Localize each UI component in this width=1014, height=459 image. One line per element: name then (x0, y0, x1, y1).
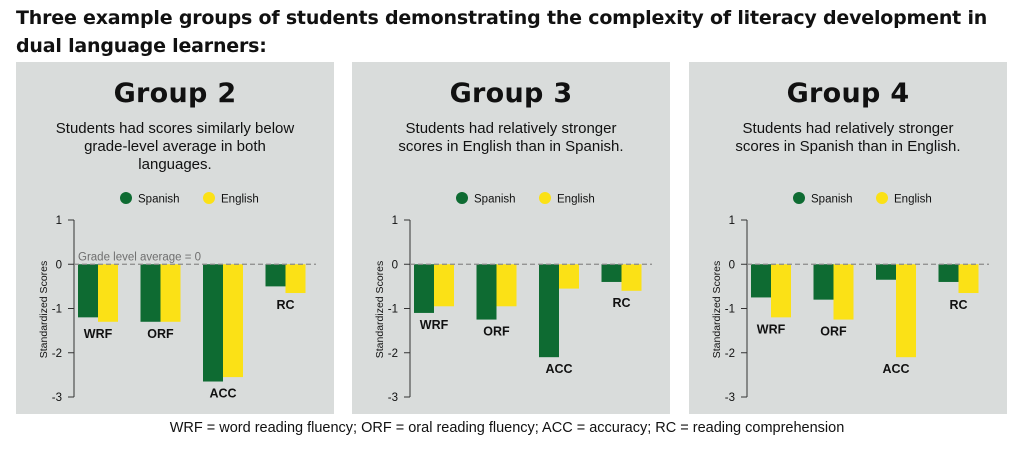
bar-english-wrf (98, 264, 118, 322)
bar-spanish-rc (601, 264, 622, 282)
group-3-chart: Spanish English 1 0 -1 -2 -3 Standardized Score… (374, 192, 652, 404)
bar-english-acc (223, 264, 243, 378)
legend-label-english: English (221, 194, 259, 206)
group-4-chart: Spanish English 1 0 -1 -2 -3 Standardized Score… (711, 192, 989, 404)
y-tick-label: -3 (725, 392, 735, 404)
y-tick-label: 0 (56, 259, 62, 271)
legend-swatch-spanish (793, 192, 805, 204)
y-axis-label: Standardized Scores (711, 261, 723, 358)
bar-english-orf (833, 264, 854, 320)
bar-english-orf (496, 264, 517, 307)
bar-spanish-rc (265, 264, 286, 287)
group-4-panel: Spanish English 1 0 -1 -2 -3 Standardized Score… (689, 62, 1007, 414)
bar-english-wrf (434, 264, 454, 307)
y-tick-label: -1 (52, 304, 62, 316)
legend-swatch-english (539, 192, 551, 204)
bar-english-acc (559, 264, 579, 289)
y-tick-label: -2 (725, 348, 735, 360)
bar-spanish-acc (876, 264, 896, 280)
panel-title: Group 3 (449, 78, 573, 109)
y-tick-label: -2 (388, 348, 398, 360)
panel-description: Students had relatively stronger scores … (735, 120, 961, 155)
y-tick-label: -3 (388, 392, 398, 404)
bar-english-rc (958, 264, 979, 294)
category-label-rc: RC (276, 298, 294, 312)
figure-title: Three example groups of students demonst… (16, 7, 988, 57)
bar-english-rc (285, 264, 306, 294)
group-2-chart: Spanish English 1 0 -1 -2 -3 Standardized Score… (38, 192, 316, 404)
bar-spanish-rc (938, 264, 959, 282)
bar-spanish-orf (813, 264, 834, 300)
bar-english-wrf (771, 264, 791, 318)
y-tick-label: -1 (725, 304, 735, 316)
bar-english-orf (160, 264, 181, 322)
y-tick-label: 1 (392, 215, 398, 227)
legend-label-spanish: Spanish (811, 194, 853, 206)
bar-spanish-orf (476, 264, 497, 320)
y-axis-label: Standardized Scores (38, 261, 50, 358)
bar-spanish-wrf (751, 264, 771, 298)
category-label-orf: ORF (820, 325, 847, 339)
category-label-orf: ORF (147, 327, 174, 341)
panel-description: Students had relatively stronger scores … (398, 120, 624, 155)
category-label-wrf: WRF (757, 322, 786, 336)
bar-spanish-acc (203, 264, 223, 382)
y-tick-label: 1 (729, 215, 735, 227)
panel-title: Group 2 (113, 78, 237, 109)
y-tick-label: -2 (52, 348, 62, 360)
category-label-wrf: WRF (420, 318, 449, 332)
panel-title: Group 4 (786, 78, 910, 109)
category-label-wrf: WRF (84, 327, 113, 341)
group-2-panel: Spanish English 1 0 -1 -2 -3 Standardized Score… (16, 62, 334, 414)
category-label-acc: ACC (545, 362, 572, 376)
y-tick-label: 0 (729, 259, 735, 271)
bar-spanish-wrf (78, 264, 98, 318)
bar-spanish-acc (539, 264, 559, 358)
y-tick-label: 1 (56, 215, 62, 227)
legend-swatch-spanish (456, 192, 468, 204)
bar-english-acc (896, 264, 916, 358)
category-label-rc: RC (612, 296, 630, 310)
group-3-panel: Spanish English 1 0 -1 -2 -3 Standardized Score… (352, 62, 670, 414)
legend-label-spanish: Spanish (474, 194, 516, 206)
bar-spanish-orf (140, 264, 161, 322)
legend-label-english: English (894, 194, 932, 206)
y-axis-label: Standardized Scores (374, 261, 386, 358)
category-label-orf: ORF (483, 325, 510, 339)
grade-level-annotation: Grade level average = 0 (78, 251, 201, 263)
y-tick-label: 0 (392, 259, 398, 271)
category-label-rc: RC (949, 298, 967, 312)
legend-label-spanish: Spanish (138, 194, 180, 206)
legend-label-english: English (557, 194, 595, 206)
legend-swatch-spanish (120, 192, 132, 204)
abbreviation-footnote: WRF = word reading fluency; ORF = oral r… (169, 420, 845, 436)
legend-swatch-english (876, 192, 888, 204)
legend-swatch-english (203, 192, 215, 204)
category-label-acc: ACC (882, 362, 909, 376)
bar-english-rc (621, 264, 642, 291)
panel-description: Students had scores similarly below grad… (55, 120, 295, 173)
y-tick-label: -1 (388, 304, 398, 316)
bar-spanish-wrf (414, 264, 434, 313)
category-label-acc: ACC (209, 387, 236, 401)
y-tick-label: -3 (52, 392, 62, 404)
